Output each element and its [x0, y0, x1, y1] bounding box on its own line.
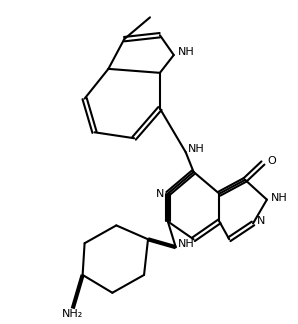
Text: N: N [257, 216, 265, 226]
Text: NH: NH [178, 239, 195, 249]
Text: N: N [156, 189, 164, 199]
Text: NH₂: NH₂ [62, 308, 83, 318]
Text: NH: NH [271, 193, 288, 203]
Text: NH: NH [178, 47, 195, 57]
Text: NH: NH [188, 144, 204, 154]
Text: O: O [267, 156, 276, 166]
